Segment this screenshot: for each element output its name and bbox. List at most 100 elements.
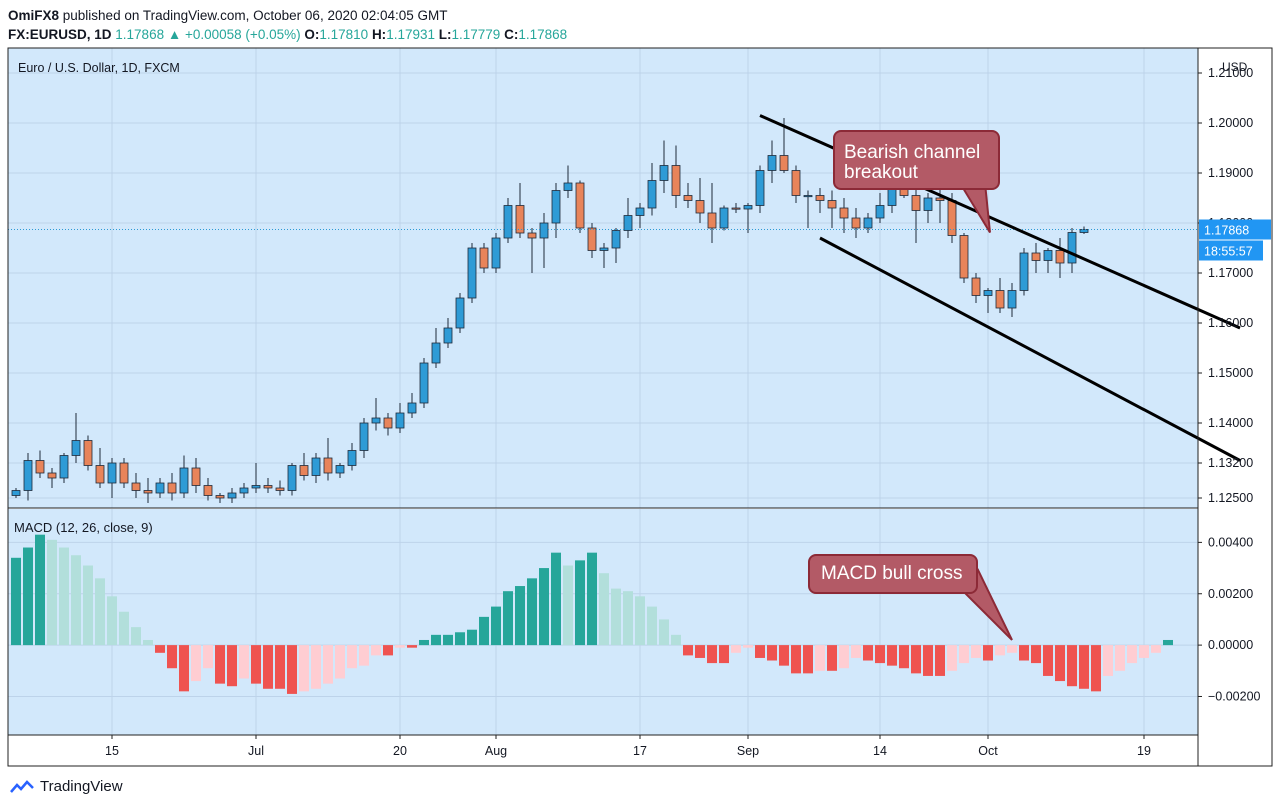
- macd-histogram-bar: [779, 645, 789, 666]
- bullish-candle: [803, 190, 813, 228]
- bearish-candle: [995, 278, 1005, 313]
- candle-body: [875, 205, 885, 219]
- countdown-badge-label: 18:55:57: [1204, 245, 1253, 259]
- macd-histogram-bar: [863, 645, 873, 661]
- candle-body: [563, 182, 573, 191]
- candle-body: [479, 247, 489, 269]
- macd-histogram-bar: [1103, 645, 1113, 676]
- macd-histogram-bar: [767, 645, 777, 661]
- candle-body: [431, 342, 441, 364]
- time-tick-label: Aug: [485, 744, 507, 758]
- time-tick-label: Sep: [737, 744, 759, 758]
- bearish-candle: [275, 480, 285, 496]
- macd-histogram-bar: [11, 557, 21, 646]
- price-pane-title: Euro / U.S. Dollar, 1D, FXCM: [18, 61, 180, 75]
- macd-histogram-bar: [347, 645, 357, 669]
- candle-body: [851, 217, 861, 229]
- candle-body: [407, 402, 417, 414]
- bearish-candle: [731, 203, 741, 213]
- macd-histogram-bar: [167, 645, 177, 669]
- candle-body: [611, 230, 621, 249]
- publish-info: published on TradingView.com, October 06…: [62, 8, 448, 23]
- macd-histogram-bar: [707, 645, 717, 664]
- chart-header: OmiFX8 published on TradingView.com, Oct…: [8, 6, 567, 44]
- bullish-candle: [539, 213, 549, 268]
- bearish-breakout-callout-text: Bearish channel: [844, 142, 980, 163]
- candle-body: [755, 170, 765, 206]
- macd-histogram-bar: [1055, 645, 1065, 682]
- macd-tick-label: −0.00200: [1208, 689, 1261, 703]
- bearish-candle: [695, 178, 705, 223]
- macd-histogram-bar: [35, 534, 45, 646]
- macd-histogram-bar: [371, 645, 381, 656]
- time-tick-label: 14: [873, 744, 887, 758]
- macd-histogram-bar: [407, 645, 417, 648]
- time-tick-label: 15: [105, 744, 119, 758]
- bullish-candle: [335, 463, 345, 478]
- macd-histogram-bar: [539, 568, 549, 646]
- footer-brand[interactable]: TradingView: [10, 778, 123, 795]
- candle-body: [683, 195, 693, 201]
- macd-histogram-bar: [143, 639, 153, 646]
- bullish-candle: [155, 478, 165, 498]
- bullish-candle: [59, 453, 69, 483]
- macd-histogram-bar: [995, 645, 1005, 656]
- price-tick-label: 1.14000: [1208, 416, 1253, 430]
- bullish-candle: [743, 203, 753, 233]
- bearish-candle: [959, 233, 969, 283]
- macd-histogram-bar: [455, 632, 465, 646]
- bearish-candle: [119, 458, 129, 488]
- bearish-candle: [203, 478, 213, 501]
- bullish-candle: [347, 443, 357, 471]
- macd-histogram-bar: [359, 645, 369, 666]
- time-tick-label: 20: [393, 744, 407, 758]
- macd-histogram-bar: [839, 645, 849, 669]
- candle-body: [995, 290, 1005, 309]
- macd-histogram-bar: [275, 645, 285, 689]
- author-name[interactable]: OmiFX8: [8, 8, 60, 23]
- candle-body: [671, 165, 681, 196]
- macd-histogram-bar: [119, 611, 129, 646]
- candle-body: [383, 417, 393, 429]
- candle-body: [719, 207, 729, 229]
- macd-histogram-bar: [95, 578, 105, 646]
- macd-histogram-bar: [515, 586, 525, 646]
- candle-body: [131, 482, 141, 491]
- bullish-candle: [1007, 283, 1017, 317]
- bullish-candle: [491, 233, 501, 273]
- publish-line: OmiFX8 published on TradingView.com, Oct…: [8, 6, 567, 25]
- candle-body: [275, 487, 285, 491]
- macd-histogram-bar: [311, 645, 321, 689]
- macd-histogram-bar: [1127, 645, 1137, 664]
- bullish-candle: [719, 205, 729, 231]
- bullish-candle: [287, 463, 297, 496]
- candle-body: [1079, 229, 1089, 233]
- macd-histogram-bar: [983, 645, 993, 661]
- macd-histogram-bar: [419, 639, 429, 646]
- bearish-candle: [215, 493, 225, 503]
- macd-histogram-bar: [239, 645, 249, 679]
- macd-histogram-bar: [1139, 645, 1149, 658]
- macd-histogram-bar: [1151, 645, 1161, 653]
- candle-body: [695, 200, 705, 214]
- macd-histogram-bar: [935, 645, 945, 676]
- macd-bull-cross-callout: MACD bull cross: [808, 554, 1013, 641]
- macd-histogram-bar: [287, 645, 297, 694]
- bullish-candle: [563, 165, 573, 198]
- bullish-candle: [599, 243, 609, 268]
- macd-histogram-bar: [335, 645, 345, 679]
- macd-histogram-bar: [479, 616, 489, 646]
- bearish-candle: [575, 180, 585, 233]
- candle-body: [179, 467, 189, 494]
- bearish-candle: [479, 243, 489, 273]
- close-label: C:: [504, 27, 519, 42]
- bullish-candle: [431, 328, 441, 368]
- bearish-candle: [1055, 238, 1065, 278]
- candle-body: [767, 155, 777, 171]
- macd-histogram-bar: [563, 565, 573, 646]
- bullish-candle: [311, 453, 321, 483]
- candle-body: [287, 465, 297, 491]
- candle-body: [659, 165, 669, 181]
- candle-body: [263, 485, 273, 489]
